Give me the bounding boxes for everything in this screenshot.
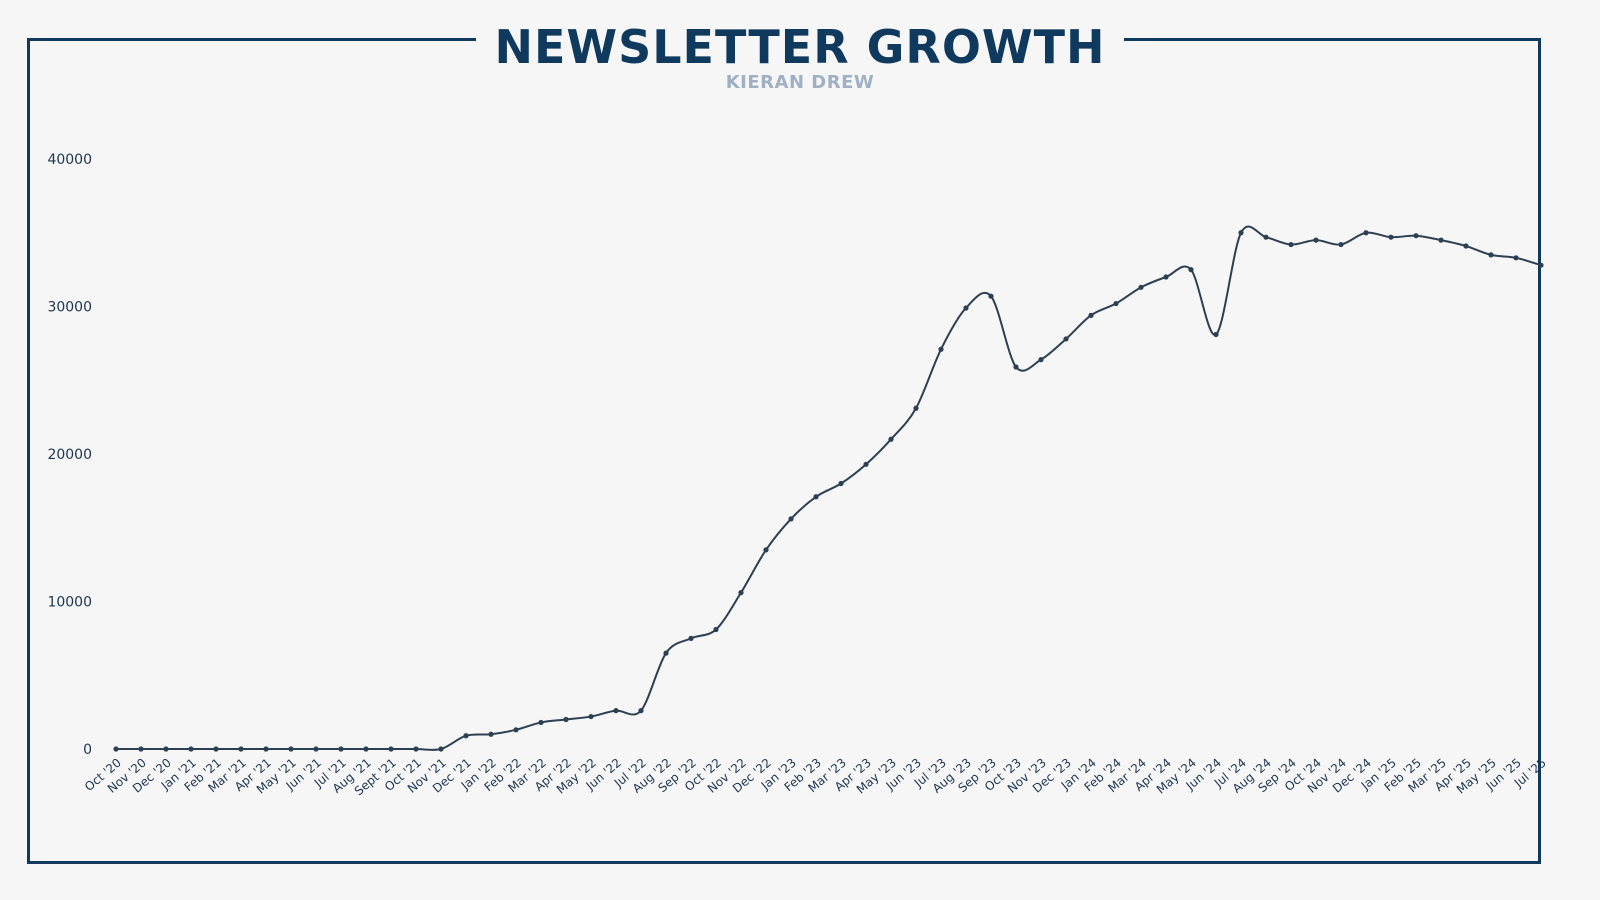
data-point	[538, 719, 544, 726]
data-point	[263, 746, 269, 752]
data-point	[838, 480, 844, 487]
data-point	[463, 733, 469, 739]
data-point	[388, 746, 394, 752]
data-point	[813, 494, 819, 500]
data-point	[1438, 237, 1444, 243]
data-point	[888, 436, 894, 442]
data-point	[113, 746, 119, 752]
data-point	[763, 547, 769, 553]
data-point	[738, 590, 744, 596]
data-point	[1088, 312, 1094, 318]
data-point	[1113, 300, 1119, 307]
data-point	[1288, 241, 1294, 248]
data-point	[588, 713, 594, 720]
data-point	[688, 635, 694, 641]
data-point	[138, 746, 144, 752]
data-point	[338, 746, 344, 752]
data-point	[963, 305, 969, 311]
data-point	[713, 626, 719, 633]
data-point	[163, 746, 169, 752]
data-point	[513, 727, 519, 733]
data-point	[288, 746, 294, 752]
y-tick-label: 10000	[47, 595, 92, 611]
data-point	[563, 716, 569, 723]
data-point	[213, 746, 219, 752]
data-point	[1338, 241, 1344, 248]
data-point	[313, 746, 319, 752]
data-point	[1138, 284, 1144, 290]
data-point	[788, 516, 794, 522]
data-point	[1038, 357, 1044, 363]
y-tick-label: 30000	[47, 300, 92, 316]
data-point	[1213, 331, 1219, 338]
data-point	[363, 746, 369, 752]
data-point	[438, 746, 444, 752]
data-point	[188, 746, 194, 752]
data-point	[1188, 267, 1194, 273]
data-point	[938, 346, 944, 352]
data-point	[638, 708, 644, 714]
data-point	[988, 293, 994, 299]
chart-subtitle: KIERAN DREW	[725, 72, 875, 93]
title-container: NEWSLETTER GROWTH	[0, 18, 1600, 76]
data-point	[1263, 234, 1269, 240]
data-point	[413, 746, 419, 752]
data-point	[663, 650, 669, 656]
y-tick-label: 0	[83, 742, 92, 758]
data-point	[1388, 234, 1394, 240]
y-tick-label: 40000	[47, 152, 92, 168]
data-point	[913, 405, 919, 411]
data-point	[1313, 237, 1319, 243]
data-point	[1013, 364, 1019, 370]
data-point	[1163, 274, 1169, 280]
data-point	[488, 731, 494, 737]
data-point	[1488, 252, 1494, 258]
data-point	[1238, 230, 1244, 236]
data-point	[1063, 336, 1069, 342]
y-axis: 0 10000 20000 30000 40000	[47, 152, 92, 758]
data-point	[1413, 233, 1419, 239]
data-point	[238, 746, 244, 752]
data-point	[1363, 230, 1369, 236]
data-points	[113, 230, 1544, 752]
data-point	[1463, 243, 1469, 249]
data-point	[613, 708, 619, 714]
data-point	[1513, 255, 1519, 261]
series-line	[115, 225, 1542, 751]
data-point	[1538, 262, 1544, 268]
y-tick-label: 20000	[47, 447, 92, 463]
data-point	[863, 461, 869, 467]
chart-title: NEWSLETTER GROWTH	[476, 18, 1124, 76]
